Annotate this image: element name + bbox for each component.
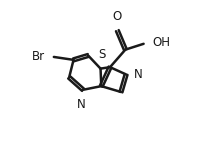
Text: N: N: [77, 98, 86, 111]
Text: OH: OH: [152, 36, 170, 49]
Text: O: O: [113, 10, 122, 23]
Text: S: S: [98, 48, 106, 61]
Text: N: N: [134, 68, 143, 81]
Text: Br: Br: [32, 50, 45, 64]
